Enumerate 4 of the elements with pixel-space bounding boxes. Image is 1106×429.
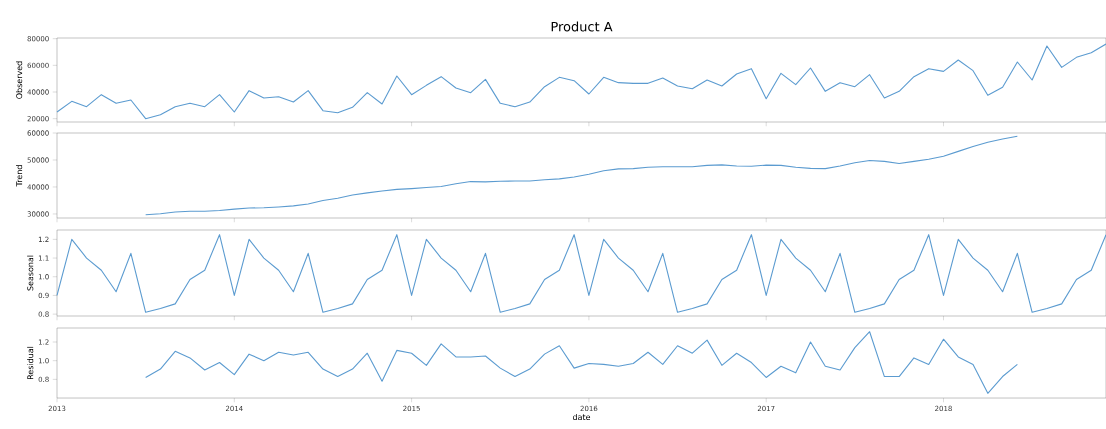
line-series (56, 43, 1106, 120)
line-series (145, 331, 1018, 394)
chart-title: Product A (551, 21, 613, 32)
line-series (56, 234, 1106, 313)
